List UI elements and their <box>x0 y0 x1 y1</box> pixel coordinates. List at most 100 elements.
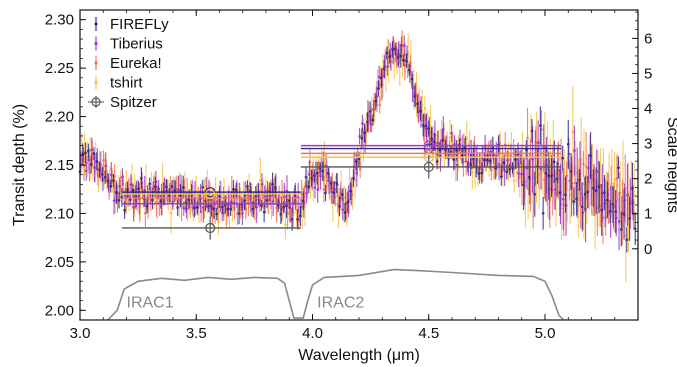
data-point <box>322 188 326 191</box>
data-point <box>614 210 617 213</box>
data-point <box>159 199 163 203</box>
data-point <box>88 171 91 175</box>
data-point <box>450 131 453 135</box>
data-point <box>424 124 428 127</box>
data-point <box>355 171 359 175</box>
data-point <box>539 167 543 171</box>
data-point <box>378 103 381 107</box>
data-point <box>597 185 601 189</box>
data-point <box>582 162 585 166</box>
y-tick-label: 2.15 <box>45 157 74 174</box>
data-point <box>282 205 285 209</box>
data-point <box>441 127 445 131</box>
data-point <box>572 200 576 203</box>
data-point <box>207 205 210 208</box>
data-point <box>87 149 90 153</box>
data-point <box>226 207 230 211</box>
data-point <box>455 149 458 152</box>
y-tick-label: 2.05 <box>45 254 74 271</box>
data-point <box>329 182 333 185</box>
data-point <box>421 123 425 127</box>
irac2-band-label: IRAC2 <box>317 294 364 311</box>
legend-label-spitzer: Spitzer <box>110 94 157 111</box>
series-firefly <box>78 41 637 253</box>
y-tick-label: 2.10 <box>45 205 74 222</box>
data-point <box>402 58 405 62</box>
right-tick-label: 1 <box>644 206 652 223</box>
data-point <box>463 145 467 149</box>
data-point <box>391 47 394 51</box>
data-point <box>372 108 375 111</box>
data-point <box>274 185 277 189</box>
data-point <box>195 206 199 209</box>
data-point <box>93 166 96 169</box>
data-point <box>584 165 588 168</box>
data-point <box>575 197 578 201</box>
data-point <box>95 159 99 163</box>
data-point <box>469 163 472 167</box>
data-point <box>220 205 224 209</box>
data-point <box>547 174 551 177</box>
data-point <box>603 191 606 194</box>
data-point <box>419 109 422 113</box>
data-point <box>513 158 517 161</box>
data-point <box>343 211 347 214</box>
right-tick-label: 4 <box>644 101 652 118</box>
data-point <box>151 187 155 191</box>
spectra-data-points <box>78 30 637 283</box>
series-eureka <box>79 30 635 245</box>
data-point <box>553 160 556 164</box>
data-point <box>176 206 179 209</box>
data-point <box>307 185 311 188</box>
data-point <box>358 168 362 171</box>
data-point <box>313 186 317 189</box>
data-point <box>330 190 333 194</box>
data-point <box>284 223 287 226</box>
data-point <box>209 204 213 208</box>
x-tick-label: 3.5 <box>186 325 207 342</box>
data-point <box>573 149 576 152</box>
data-point <box>202 206 205 209</box>
data-point <box>377 87 380 90</box>
data-point <box>319 174 322 178</box>
data-point <box>526 136 529 140</box>
data-point <box>336 203 340 206</box>
data-point <box>625 238 629 242</box>
data-point <box>520 172 523 176</box>
data-point <box>460 153 464 157</box>
data-point <box>497 163 501 166</box>
data-point <box>483 158 486 162</box>
spitzer-band-irac2 <box>300 140 562 179</box>
data-point <box>512 179 516 182</box>
data-point <box>315 171 319 175</box>
x-tick-label: 3.0 <box>70 325 91 342</box>
data-point <box>324 191 327 195</box>
data-point <box>555 177 559 181</box>
data-point <box>386 65 389 68</box>
data-point <box>82 164 86 168</box>
data-point <box>543 178 546 181</box>
data-point <box>117 199 121 202</box>
data-point <box>349 189 352 193</box>
data-point <box>438 148 442 152</box>
data-point <box>477 172 481 175</box>
data-point <box>262 210 266 214</box>
data-point <box>499 175 503 178</box>
data-point <box>101 173 104 176</box>
data-point <box>299 214 302 218</box>
data-point <box>587 166 590 170</box>
data-point <box>106 179 110 183</box>
data-point <box>259 178 262 182</box>
data-point <box>488 159 492 163</box>
legend-label-tiberius: Tiberius <box>110 36 163 53</box>
data-point <box>480 171 484 175</box>
data-point <box>628 217 631 220</box>
data-point <box>316 188 320 191</box>
data-point <box>568 179 571 182</box>
data-point <box>341 208 345 211</box>
data-point <box>327 171 330 175</box>
data-point <box>530 129 534 133</box>
data-point <box>608 210 612 213</box>
data-point <box>229 200 233 203</box>
right-tick-label: 5 <box>644 65 652 82</box>
